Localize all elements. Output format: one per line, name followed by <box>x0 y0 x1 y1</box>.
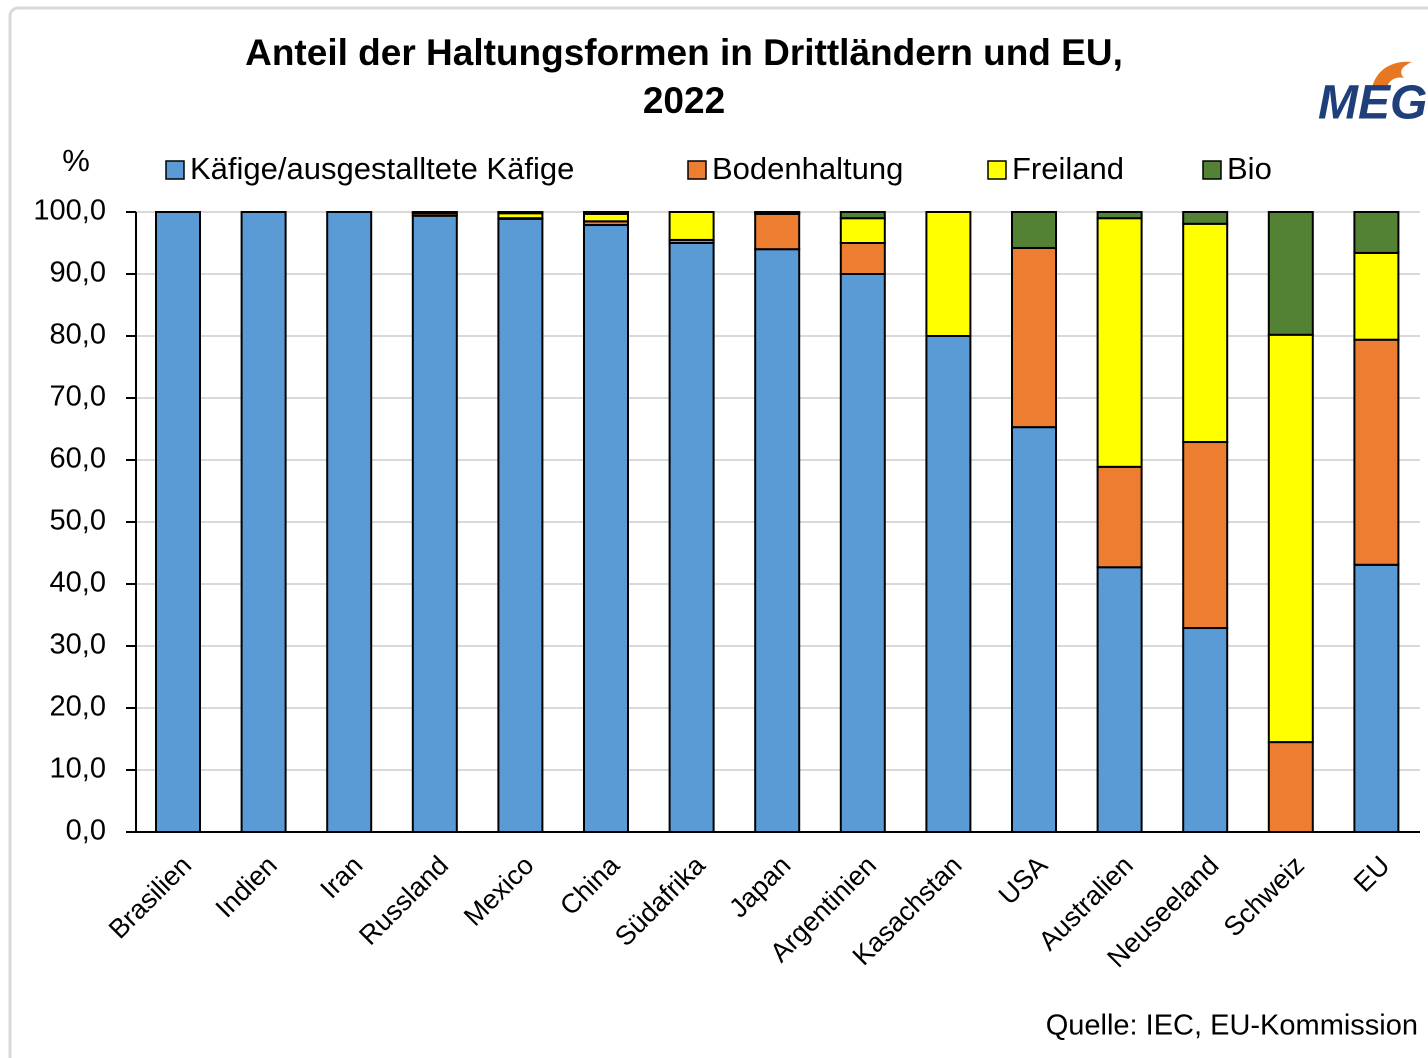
bar-segment <box>754 212 801 251</box>
source: Quelle: IEC, EU-Kommission <box>1046 1010 1418 1042</box>
bar-segment <box>839 217 886 244</box>
y-tick-label: 100,0 <box>33 195 106 227</box>
chart-title: Anteil der Haltungsformen in Drittländer… <box>245 32 1123 73</box>
bar-segment <box>1096 217 1143 468</box>
bar-segment <box>411 214 458 834</box>
bar-segment <box>1096 465 1143 569</box>
chart-title: 2022 <box>643 80 725 121</box>
legend-swatch <box>687 160 707 180</box>
bar-segment <box>1353 211 1400 254</box>
y-tick-label: 40,0 <box>50 567 106 599</box>
bar-segment <box>1011 246 1057 429</box>
bar-segment <box>925 211 972 337</box>
y-axis-label: % <box>62 143 90 178</box>
bar-segment <box>1353 338 1400 566</box>
bar-segment <box>1011 426 1057 833</box>
bar-segment <box>1182 222 1229 444</box>
bar-segment <box>497 211 544 215</box>
bar-segment <box>155 211 201 833</box>
bar-segment <box>326 211 373 833</box>
bar-segment <box>497 217 544 833</box>
y-tick-label: 90,0 <box>50 257 106 289</box>
bar-segment <box>583 224 629 833</box>
y-tick-label: 10,0 <box>50 753 106 785</box>
bar-segment <box>1096 566 1143 833</box>
bar-segment <box>754 248 801 833</box>
legend-label: Freiland <box>1012 151 1124 186</box>
y-tick-label: 30,0 <box>50 629 106 661</box>
bar-segment <box>839 273 886 833</box>
bar-segment <box>1353 563 1400 834</box>
legend-label: Käfige/ausgestalltete Käfige <box>190 151 574 186</box>
bar-segment <box>1011 211 1057 249</box>
bar-segment <box>583 211 629 215</box>
y-tick-label: 0,0 <box>66 815 106 847</box>
bar-segment <box>1096 211 1143 220</box>
y-tick-label: 80,0 <box>50 319 106 351</box>
bar-segment <box>1267 211 1314 336</box>
y-tick-label: 70,0 <box>50 381 106 413</box>
legend-label: Bodenhaltung <box>712 151 903 186</box>
legend-swatch <box>1202 160 1222 180</box>
bar-segment <box>668 242 715 833</box>
bar-segment <box>839 242 886 275</box>
bar-segment <box>668 211 715 241</box>
bar-segment <box>583 212 629 223</box>
y-tick-label: 60,0 <box>50 443 106 475</box>
legend-label: Bio <box>1227 151 1272 186</box>
logo-flame <box>1372 61 1412 90</box>
legend-swatch <box>987 160 1007 180</box>
bar-segment <box>839 211 886 220</box>
bar-segment <box>1182 211 1229 225</box>
bar-segment <box>411 211 458 215</box>
bar-segment <box>240 211 287 833</box>
bar-segment <box>1353 251 1400 341</box>
legend-swatch <box>165 160 185 180</box>
logo: MEG <box>1318 77 1427 130</box>
y-tick-label: 20,0 <box>50 691 106 723</box>
bar-segment <box>925 335 972 833</box>
bar-segment <box>1267 333 1314 744</box>
bar-segment <box>754 211 801 215</box>
bar-segment <box>1182 441 1229 630</box>
y-tick-label: 50,0 <box>50 505 106 537</box>
bar-segment <box>1182 627 1229 834</box>
bar-segment <box>1267 741 1314 833</box>
